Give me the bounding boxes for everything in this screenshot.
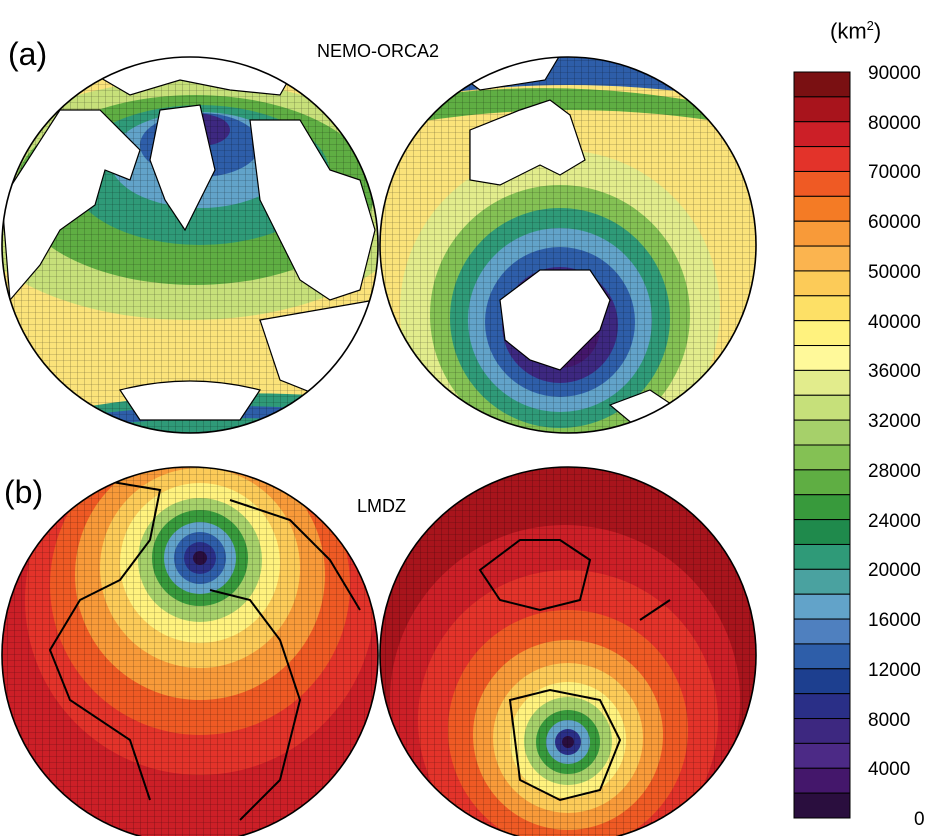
globe-lmdz-south [380,467,756,836]
globe-maps [1,56,757,836]
colorbar-swatch [793,767,851,794]
colorbar-tick-label: 8000 [868,709,911,731]
colorbar-tick-label: 80000 [868,112,921,134]
colorbar-swatch [793,643,851,670]
colorbar-swatch [793,618,851,645]
colorbar-tick-label: 60000 [868,212,921,234]
colorbar-tick-label: 32000 [868,411,921,433]
colorbar-swatch [793,792,851,819]
colorbar-swatch [793,718,851,744]
colorbar-swatch [793,742,851,769]
colorbar-swatch [793,345,851,371]
model-title-lmdz: LMDZ [357,496,406,516]
colorbar-tick-label: 4000 [868,759,911,781]
colorbar-swatch [793,195,851,222]
colorbar-swatch [793,543,851,570]
colorbar-swatch [793,146,851,172]
colorbar-swatch [793,369,851,396]
colorbar-swatch [793,469,851,496]
colorbar-tick-label: 24000 [868,510,921,532]
colorbar-tick-label: 50000 [868,261,921,283]
colorbar-tick-label: 0 [914,809,925,830]
globe-nemo-north [2,57,378,433]
globe-nemo-south [380,57,756,433]
colorbar-swatch [793,593,851,620]
colorbar-swatch [793,419,851,446]
colorbar-tick-label: 12000 [868,659,921,681]
panel-label-a: (a) [8,36,48,72]
colorbar [793,71,851,819]
colorbar-swatch [793,220,851,247]
colorbar-swatch [793,121,851,148]
globe-lmdz-north [2,467,378,836]
colorbar-swatch [793,96,851,123]
model-title-nemo: NEMO-ORCA2 [317,41,440,61]
colorbar-tick-label: 16000 [868,610,921,632]
colorbar-swatch [793,668,851,695]
colorbar-swatch [793,568,851,595]
colorbar-swatch [793,295,851,322]
colorbar-swatch [793,71,851,98]
colorbar-unit: (km2) [830,18,882,44]
colorbar-swatch [793,245,851,272]
colorbar-tick-label: 20000 [868,560,921,582]
colorbar-swatch [793,519,851,545]
colorbar-swatch [793,394,851,421]
colorbar-swatch [793,693,851,720]
colorbar-swatch [793,270,851,297]
panel-label-b: (b) [4,474,44,510]
colorbar-tick-label: 90000 [868,63,921,84]
colorbar-swatch [793,494,851,521]
colorbar-tick-label: 40000 [868,311,921,333]
colorbar-swatch [793,170,851,197]
colorbar-tick-label: 70000 [868,162,921,184]
colorbar-tick-label: 36000 [868,361,921,383]
colorbar-swatch [793,444,851,471]
colorbar-swatch [793,320,851,347]
colorbar-tick-label: 28000 [868,460,921,482]
